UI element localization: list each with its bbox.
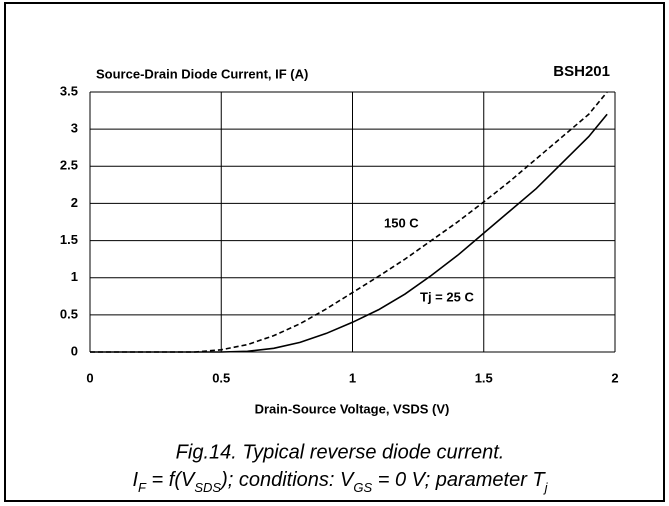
caption-subscript: j — [543, 480, 549, 495]
y-tick-label: 3 — [71, 121, 78, 136]
series-annotation: 150 C — [384, 215, 419, 230]
x-axis-label: Drain-Source Voltage, VSDS (V) — [255, 401, 450, 416]
caption-text: I — [132, 469, 138, 491]
x-tick-label: 2 — [611, 370, 618, 385]
caption-subscript: GS — [353, 480, 372, 495]
part-label: BSH201 — [553, 63, 610, 80]
caption-line1: Fig.14. Typical reverse diode current. — [176, 441, 505, 463]
frame — [4, 2, 665, 502]
y-tick-label: 1.5 — [60, 232, 78, 247]
series-line — [90, 91, 608, 353]
series-line — [90, 113, 608, 353]
x-tick-label: 1 — [349, 370, 356, 385]
series-annotation: Tj = 25 C — [420, 289, 474, 304]
y-tick-label: 0.5 — [60, 306, 78, 321]
caption-text: = 0 V; parameter T — [372, 469, 546, 491]
x-tick-label: 1.5 — [475, 370, 493, 385]
y-tick-label: 3.5 — [60, 83, 78, 98]
y-tick-label: 0 — [71, 343, 78, 358]
caption-line2: IF = f(VSDS); conditions: VGS = 0 V; par… — [132, 469, 548, 495]
caption-text: = f(V — [146, 469, 196, 491]
chart-title: Source-Drain Diode Current, IF (A) — [96, 66, 308, 81]
caption-subscript: SDS — [194, 480, 221, 495]
y-tick-label: 2 — [71, 195, 78, 210]
y-tick-label: 1 — [71, 269, 78, 284]
y-tick-label: 2.5 — [60, 158, 78, 173]
caption-subscript: F — [138, 480, 147, 495]
x-tick-label: 0 — [86, 370, 93, 385]
x-tick-label: 0.5 — [212, 370, 230, 385]
caption-text: ); conditions: V — [219, 469, 355, 491]
